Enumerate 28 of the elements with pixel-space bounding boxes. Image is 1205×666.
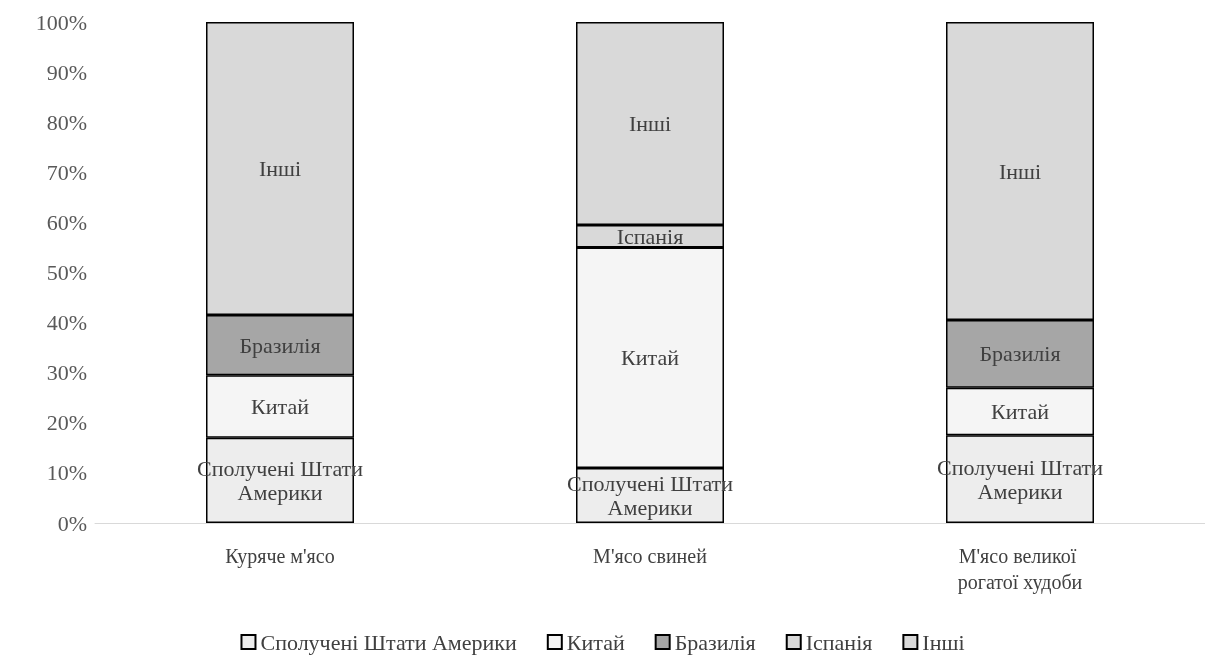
text: Інші bbox=[258, 156, 302, 182]
text: Китай bbox=[251, 394, 309, 420]
y-tick-label: 0% bbox=[57, 510, 87, 536]
x-tick-label: Куряче м'ясо bbox=[225, 545, 335, 568]
y-tick-label: 60% bbox=[46, 209, 87, 235]
y-tick-label: 20% bbox=[46, 410, 87, 436]
legend-label: Китай bbox=[566, 629, 625, 655]
y-tick-label: 10% bbox=[46, 460, 87, 486]
legend-label: Бразилія bbox=[674, 629, 756, 655]
text: Іспанія bbox=[616, 223, 684, 249]
legend-label: Інші bbox=[922, 629, 965, 655]
y-tick-label: 50% bbox=[46, 260, 87, 285]
x-tick-label: М'ясо великої рогатої худоби bbox=[957, 545, 1083, 594]
text: Бразилія bbox=[979, 341, 1061, 367]
text: Інші bbox=[998, 158, 1042, 184]
y-tick-label: 100% bbox=[35, 9, 87, 35]
y-tick-label: 30% bbox=[46, 360, 87, 386]
text: Китай bbox=[621, 345, 679, 371]
y-tick-label: 40% bbox=[46, 310, 87, 336]
text: Бразилія bbox=[239, 332, 321, 358]
legend-label: Іспанія bbox=[805, 629, 873, 655]
y-tick-label: 70% bbox=[46, 159, 87, 185]
y-tick-label: 80% bbox=[46, 109, 87, 135]
y-tick-label: 90% bbox=[46, 59, 87, 85]
text: Інші bbox=[628, 110, 672, 136]
legend-label: Сполучені Штати Америки bbox=[260, 629, 518, 655]
x-tick-label: М'ясо свиней bbox=[593, 545, 708, 567]
text: Китай bbox=[991, 399, 1049, 425]
